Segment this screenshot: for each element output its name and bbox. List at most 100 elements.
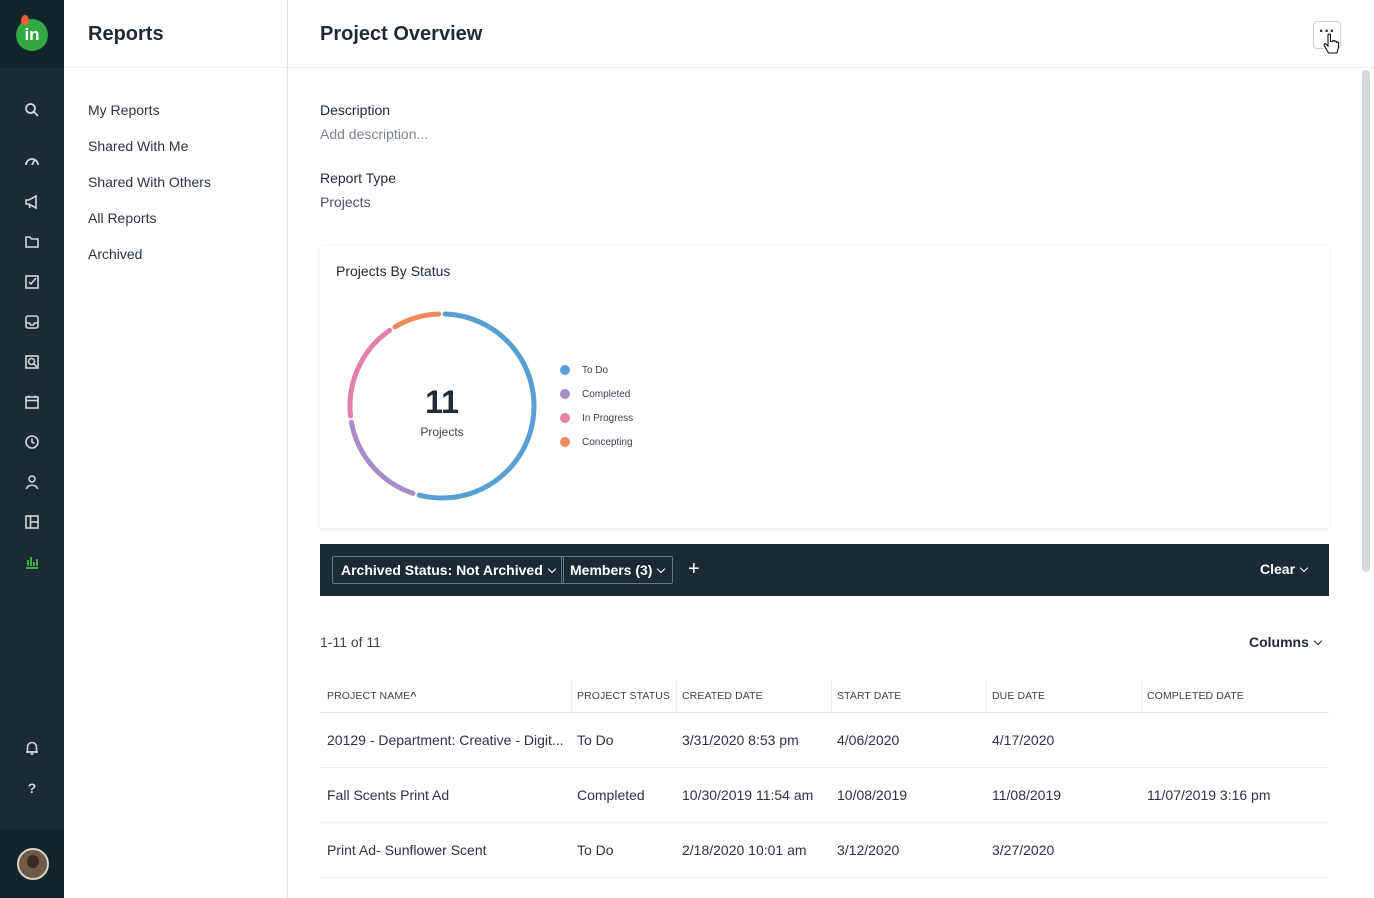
donut-center-label: Projects	[420, 425, 463, 439]
logo-text: in	[24, 25, 40, 44]
main-scrollbar[interactable]	[1362, 70, 1370, 572]
status-donut-chart: 11 Projects	[347, 311, 537, 501]
row-divider	[320, 822, 1329, 823]
legend-dot	[560, 413, 570, 423]
result-count: 1-11 of 11	[320, 634, 381, 650]
cell-project-name[interactable]: Print Ad- Sunflower Scent	[327, 842, 487, 858]
legend-item-concepting[interactable]: Concepting	[560, 435, 633, 449]
column-divider[interactable]	[986, 680, 987, 712]
column-divider[interactable]	[1141, 680, 1142, 712]
page-title: Project Overview	[320, 23, 483, 45]
clear-filters-button[interactable]: Clear	[1260, 561, 1309, 577]
legend-item-in-progress[interactable]: In Progress	[560, 411, 633, 425]
chevron-down-icon	[1299, 563, 1309, 573]
column-header-start-date[interactable]: Start Date	[837, 690, 902, 702]
column-divider[interactable]	[831, 680, 832, 712]
chevron-down-icon	[1313, 636, 1323, 646]
person-icon[interactable]	[22, 472, 42, 492]
column-divider[interactable]	[676, 680, 677, 712]
reports-sidebar: Reports My Reports Shared With Me Shared…	[64, 0, 288, 898]
chart-card: Projects By Status 11 Projects To Do Comp…	[320, 246, 1329, 528]
reports-icon[interactable]	[22, 552, 42, 572]
sidebar-item-all-reports[interactable]: All Reports	[88, 210, 157, 226]
members-filter-label: Members (3)	[570, 562, 653, 578]
archived-status-filter[interactable]: Archived Status: Not Archived	[332, 556, 564, 584]
sidebar-item-archived[interactable]: Archived	[88, 246, 143, 262]
logo-drop-icon	[21, 15, 29, 25]
cell-project-status: To Do	[577, 732, 614, 748]
sidebar-item-shared-with-me[interactable]: Shared With Me	[88, 138, 189, 154]
donut-slice-concepting[interactable]	[392, 311, 442, 330]
legend-item-completed[interactable]: Completed	[560, 387, 630, 401]
donut-slice-in-progress[interactable]	[347, 327, 393, 419]
clock-icon[interactable]	[22, 432, 42, 452]
cell-project-status: To Do	[577, 842, 614, 858]
cell-start-date: 4/06/2020	[837, 732, 900, 748]
cell-created-date: 2/18/2020 10:01 am	[682, 842, 807, 858]
help-label: ?	[27, 780, 37, 796]
description-input[interactable]: Add description...	[320, 126, 429, 142]
chevron-down-icon	[547, 564, 556, 574]
sort-ascending-icon: ^	[410, 690, 417, 702]
inbox-icon[interactable]	[22, 312, 42, 332]
cell-start-date: 10/08/2019	[837, 787, 908, 803]
chart-title: Projects By Status	[336, 263, 451, 279]
cell-project-status: Completed	[577, 787, 645, 803]
column-header-project-status[interactable]: Project Status	[577, 690, 670, 702]
archived-status-filter-label: Archived Status: Not Archived	[341, 562, 543, 578]
columns-button[interactable]: Columns	[1249, 634, 1323, 650]
folder-icon[interactable]	[22, 232, 42, 252]
sidebar-item-my-reports[interactable]: My Reports	[88, 102, 160, 118]
cell-due-date: 3/27/2020	[992, 842, 1055, 858]
task-icon[interactable]	[22, 272, 42, 292]
legend-label: In Progress	[582, 412, 634, 424]
cell-completed-date: 11/07/2019 3:16 pm	[1147, 787, 1271, 803]
help-icon[interactable]: ?	[22, 778, 42, 798]
report-type-value: Projects	[320, 194, 371, 210]
main-header: Project Overview ···	[288, 0, 1374, 68]
legend-label: Concepting	[582, 436, 633, 448]
columns-label: Columns	[1249, 634, 1309, 650]
donut-center-value: 11	[425, 384, 459, 420]
members-filter[interactable]: Members (3)	[561, 556, 674, 584]
row-divider	[320, 767, 1329, 768]
hand-cursor-icon	[1323, 33, 1340, 54]
donut-slice-completed[interactable]	[348, 419, 416, 496]
legend-dot	[560, 389, 570, 399]
cell-project-name[interactable]: Fall Scents Print Ad	[327, 787, 450, 803]
legend-item-to-do[interactable]: To Do	[560, 363, 608, 377]
description-label: Description	[320, 102, 391, 118]
legend-dot	[560, 437, 570, 447]
dashboard-icon[interactable]	[22, 151, 42, 171]
calendar-icon[interactable]	[22, 392, 42, 412]
column-header-completed-date[interactable]: Completed Date	[1147, 690, 1244, 702]
app-logo[interactable]: in	[16, 19, 48, 51]
legend-dot	[560, 365, 570, 375]
cell-created-date: 10/30/2019 11:54 am	[682, 787, 814, 803]
notifications-icon[interactable]	[22, 738, 42, 758]
legend-label: To Do	[582, 364, 609, 376]
report-type-label: Report Type	[320, 170, 397, 186]
cell-due-date: 11/08/2019	[992, 787, 1062, 803]
avatar[interactable]	[17, 848, 49, 880]
legend-label: Completed	[582, 388, 631, 400]
search-icon[interactable]	[22, 100, 42, 120]
layout-icon[interactable]	[22, 512, 42, 532]
donut-slice-to-do[interactable]	[416, 311, 537, 501]
column-header-due-date[interactable]: Due Date	[992, 690, 1046, 702]
column-header-project-name[interactable]: Project Name^	[327, 690, 417, 702]
add-filter-button[interactable]: +	[688, 558, 700, 580]
megaphone-icon[interactable]	[22, 192, 42, 212]
column-divider[interactable]	[571, 680, 572, 712]
filter-bar: Archived Status: Not Archived Members (3…	[320, 544, 1329, 596]
row-divider	[320, 877, 1329, 878]
review-icon[interactable]	[22, 352, 42, 372]
sidebar-title: Reports	[64, 0, 287, 68]
chevron-down-icon	[657, 564, 666, 574]
cell-project-name[interactable]: 20129 - Department: Creative - Digit...	[327, 732, 564, 748]
sidebar-item-shared-with-others[interactable]: Shared With Others	[88, 174, 211, 190]
cell-due-date: 4/17/2020	[992, 732, 1055, 748]
table-header-divider	[320, 712, 1329, 713]
column-header-created-date[interactable]: Created Date	[682, 690, 763, 702]
left-rail: in ?	[0, 0, 64, 898]
